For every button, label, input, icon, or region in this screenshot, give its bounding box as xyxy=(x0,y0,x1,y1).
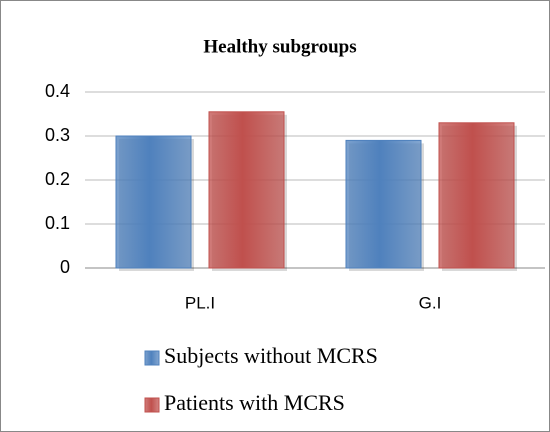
y-tick-label: 0.1 xyxy=(45,213,70,233)
legend-marker xyxy=(144,350,160,366)
y-tick-label: 0.3 xyxy=(45,125,70,145)
bar xyxy=(345,139,422,269)
legend-label: Subjects without MCRS xyxy=(164,343,378,368)
y-tick-label: 0.2 xyxy=(45,169,70,189)
legend-label: Patients with MCRS xyxy=(164,390,345,415)
x-tick-label: G.I xyxy=(419,293,442,312)
x-tick-label: PL.I xyxy=(185,293,215,312)
bar xyxy=(115,135,192,269)
chart-title: Healthy subgroups xyxy=(203,36,356,57)
y-tick-label: 0.4 xyxy=(45,81,70,101)
y-tick-label: 0 xyxy=(60,257,70,277)
bar xyxy=(208,111,285,269)
bar xyxy=(438,122,515,269)
legend-marker xyxy=(144,397,160,413)
